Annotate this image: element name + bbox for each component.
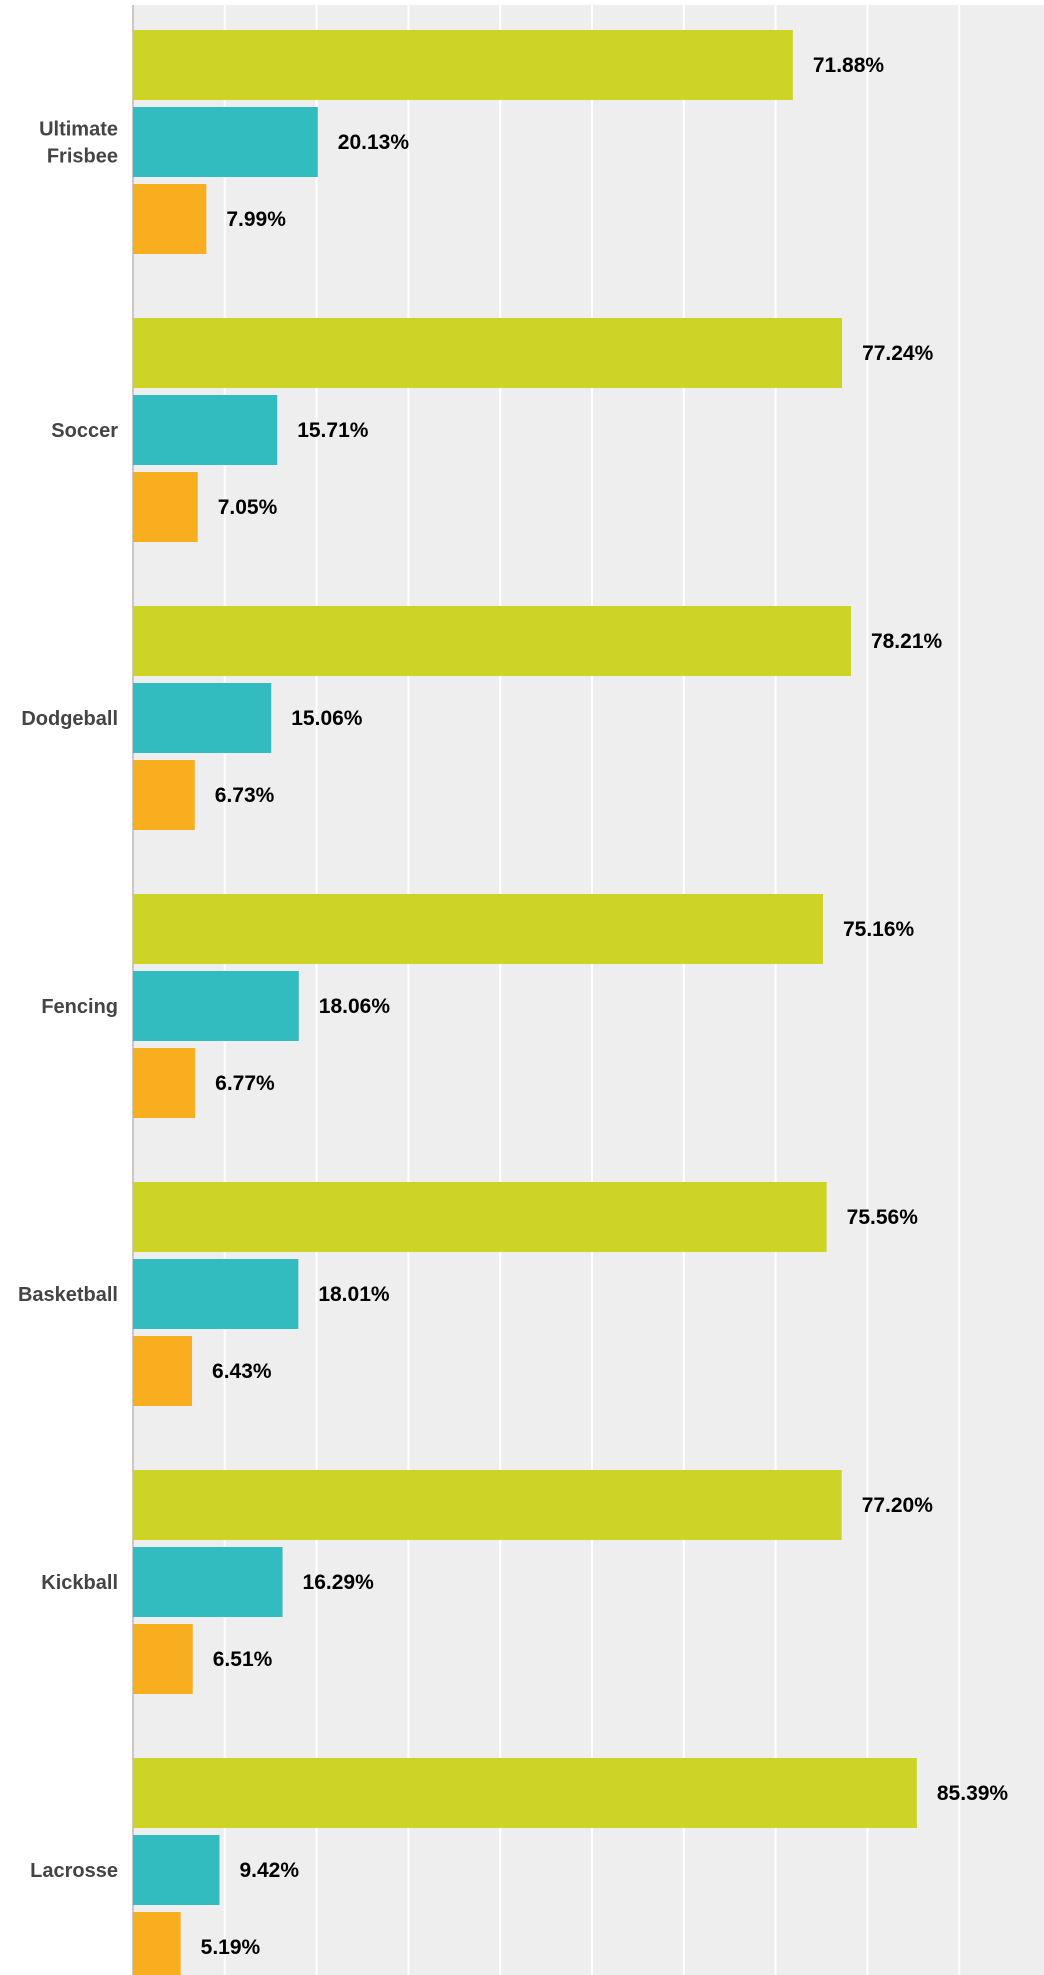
category-label: Kickball bbox=[41, 1572, 118, 1594]
bar bbox=[133, 472, 198, 542]
data-label: 77.20% bbox=[862, 1494, 934, 1517]
bar bbox=[133, 1912, 181, 1975]
bar bbox=[133, 606, 851, 676]
data-label: 6.77% bbox=[215, 1072, 275, 1095]
bar bbox=[133, 1336, 193, 1406]
data-label: 6.43% bbox=[212, 1360, 272, 1383]
data-label: 7.99% bbox=[226, 208, 286, 231]
data-label: 6.51% bbox=[213, 1648, 273, 1671]
category-label: Fencing bbox=[41, 996, 118, 1018]
bar bbox=[133, 318, 843, 388]
bar bbox=[133, 107, 318, 177]
bar bbox=[133, 971, 299, 1041]
data-label: 20.13% bbox=[338, 131, 410, 154]
bar bbox=[133, 1048, 196, 1118]
bar bbox=[133, 760, 195, 830]
data-label: 15.71% bbox=[297, 419, 369, 442]
bar bbox=[133, 1835, 220, 1905]
category-label: Dodgeball bbox=[21, 708, 118, 730]
bar bbox=[133, 1470, 842, 1540]
bar bbox=[133, 1624, 193, 1694]
data-label: 9.42% bbox=[239, 1859, 299, 1882]
data-label: 18.06% bbox=[319, 995, 391, 1018]
bar bbox=[133, 683, 272, 753]
data-label: 5.19% bbox=[201, 1936, 261, 1959]
data-label: 18.01% bbox=[318, 1283, 390, 1306]
bar bbox=[133, 1547, 283, 1617]
value-labels: 71.88% 20.13% 7.99% 77.24% 15.71% 7.05% 78.21%… bbox=[201, 54, 1009, 1959]
bar bbox=[133, 395, 278, 465]
bar bbox=[133, 184, 207, 254]
category-label: Lacrosse bbox=[30, 1860, 118, 1882]
bar bbox=[133, 30, 793, 100]
category-label: Ultimate bbox=[39, 119, 118, 141]
data-label: 15.06% bbox=[291, 707, 363, 730]
category-label: Soccer bbox=[51, 420, 118, 442]
data-label: 85.39% bbox=[937, 1782, 1009, 1805]
bars bbox=[133, 30, 917, 1975]
bar bbox=[133, 1182, 827, 1252]
category-label: Basketball bbox=[18, 1284, 118, 1306]
data-label: 6.73% bbox=[215, 784, 275, 807]
data-label: 75.16% bbox=[843, 918, 915, 941]
data-label: 71.88% bbox=[813, 54, 885, 77]
data-label: 7.05% bbox=[218, 496, 278, 519]
category-labels: Ultimate Frisbee Soccer Dodgeball Fencing Bas… bbox=[18, 119, 118, 1883]
bar bbox=[133, 1758, 917, 1828]
bar bbox=[133, 1259, 299, 1329]
data-label: 16.29% bbox=[303, 1571, 375, 1594]
bar bbox=[133, 894, 823, 964]
data-label: 75.56% bbox=[847, 1206, 919, 1229]
data-label: 78.21% bbox=[871, 630, 943, 653]
data-label: 77.24% bbox=[862, 342, 934, 365]
category-label: Frisbee bbox=[47, 146, 118, 168]
